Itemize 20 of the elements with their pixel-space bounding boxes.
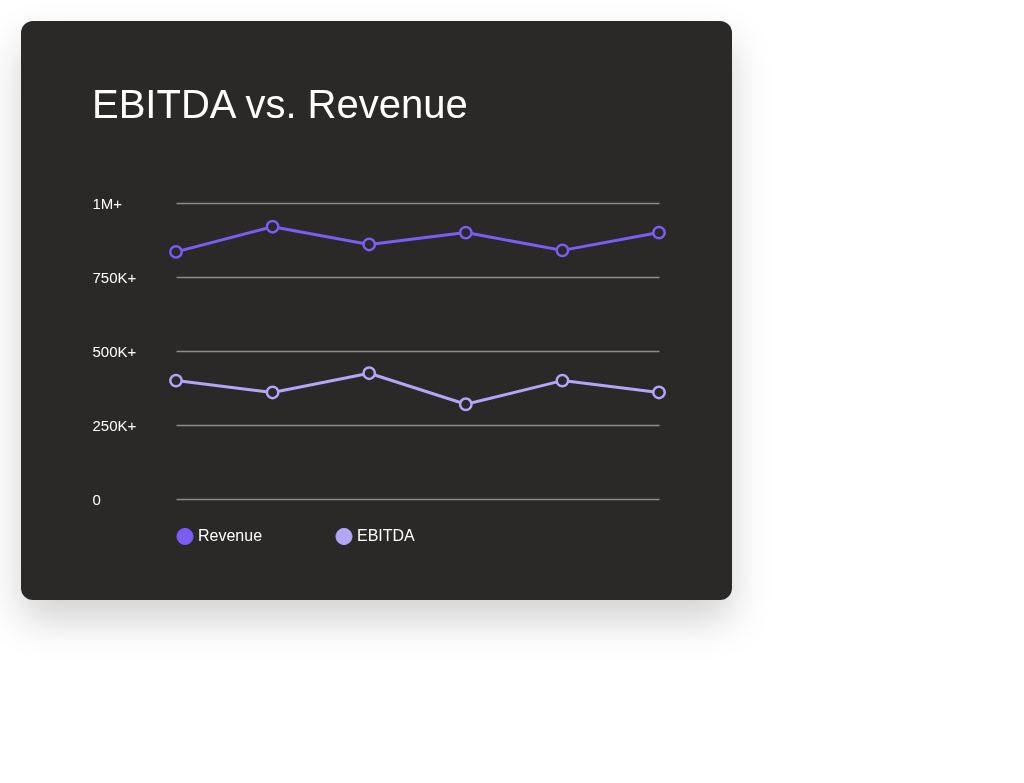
y-tick-label: 750K+ [92,268,137,286]
point [362,366,377,381]
point [652,385,666,400]
y-tick-label: 500K+ [92,342,137,360]
y-tick-label: 250K+ [92,416,137,434]
point [458,225,473,240]
point [458,397,473,412]
point [555,243,570,258]
point [169,373,183,388]
y-tick-label: 1M+ [92,194,123,212]
legend-label: EBITDA [357,527,416,545]
point [652,225,666,240]
point [265,385,280,400]
point [362,237,377,252]
point [265,219,280,234]
legend-label: Revenue [198,527,263,545]
chart-title: EBITDA vs. Revenue [92,82,468,126]
point [169,244,183,259]
y-tick-label: 0 [92,490,101,508]
point [555,373,570,388]
